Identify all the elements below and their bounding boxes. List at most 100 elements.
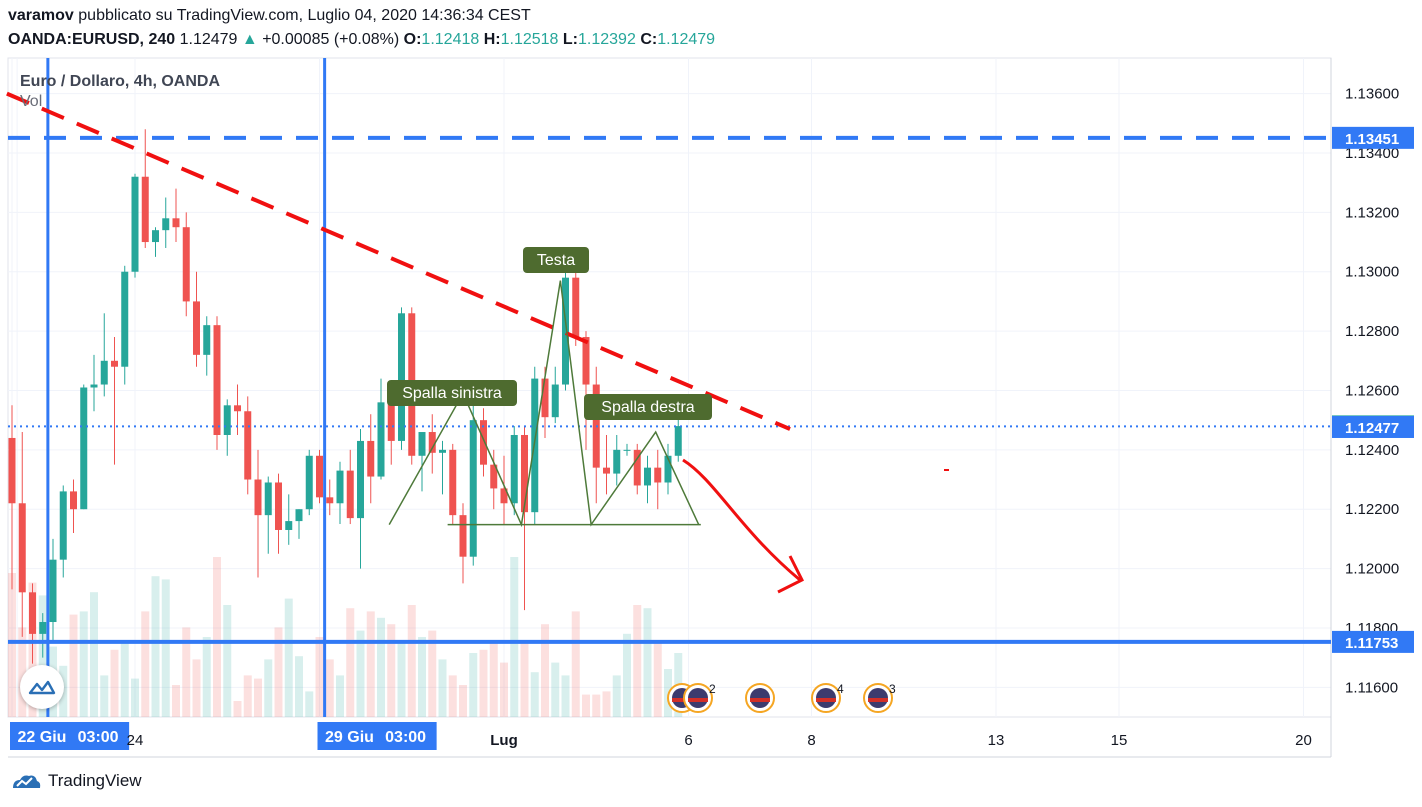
time-tag-bg: [374, 722, 437, 750]
price-tick: 1.12200: [1345, 501, 1399, 518]
volume-bar: [346, 608, 355, 717]
volume-bar: [612, 675, 621, 717]
volume-bar: [623, 633, 631, 717]
open-value: 1.12418: [421, 31, 480, 48]
volume-bar: [448, 675, 457, 717]
candle-body: [623, 449, 631, 451]
volume-bar: [325, 659, 334, 717]
event-count: 4: [837, 682, 844, 696]
arrow-head-icon: [777, 555, 805, 594]
candle-body: [203, 325, 211, 355]
volume-bar: [397, 643, 406, 717]
volume-bar: [254, 678, 262, 717]
volume-bar: [182, 627, 191, 717]
candle-body: [162, 218, 170, 231]
price-tick: 1.12800: [1345, 323, 1399, 340]
pattern-label-bg: [387, 380, 517, 406]
volume-bar: [582, 694, 590, 717]
tradingview-logo-icon: [13, 775, 41, 788]
candle-body: [346, 470, 354, 519]
candle-body: [8, 437, 16, 504]
candle-body: [654, 467, 662, 483]
volume-bar: [100, 675, 109, 717]
candle-body: [152, 230, 159, 243]
left-shoulder-label: Spalla sinistra: [402, 385, 502, 402]
candles: [8, 129, 682, 664]
candle-body: [80, 387, 88, 510]
event-count: 3: [889, 682, 896, 696]
candle-body: [295, 509, 303, 522]
volume-bar: [469, 653, 478, 717]
candle-body: [70, 491, 77, 510]
volume-bar: [141, 611, 150, 717]
close-value: 1.12479: [657, 31, 716, 48]
projection-arrow: [682, 458, 801, 582]
volume-bar: [233, 701, 242, 717]
volume-bar: [500, 662, 508, 717]
legend-title: Euro / Dollaro, 4h, OANDA: [20, 73, 221, 90]
price-tick: 1.13200: [1345, 204, 1399, 221]
volume-bar: [479, 649, 488, 717]
candle-body: [49, 559, 57, 623]
volume-bar: [407, 605, 416, 717]
volume-bar: [243, 675, 252, 717]
volume-bar: [592, 694, 601, 717]
time-tick: 6: [684, 732, 692, 749]
price-tag: 1.13451: [1345, 131, 1399, 148]
volume-bar: [438, 659, 447, 717]
pattern-label-bg: [584, 394, 712, 420]
price-tag-bg: [1332, 415, 1414, 438]
price-tick: 1.11600: [1345, 679, 1398, 696]
candle-body: [674, 426, 682, 456]
event-markers: 2243: [667, 682, 896, 713]
symbol-name: OANDA:EURUSD, 240: [8, 31, 176, 48]
up-triangle-icon: ▲: [241, 31, 258, 48]
volume-bar: [120, 640, 129, 717]
volume-bar: [202, 637, 211, 717]
volume-bar: [489, 640, 498, 717]
candle-body: [121, 271, 129, 367]
volume-bar: [90, 592, 98, 717]
open-label: O:: [403, 31, 422, 48]
author-name[interactable]: varamov: [8, 7, 74, 24]
symbol-info: OANDA:EURUSD, 240 1.12479 ▲ +0.00085 (+0…: [8, 31, 715, 49]
candle-body: [603, 467, 610, 474]
time-tick: 24: [127, 732, 144, 749]
candle-body: [336, 470, 344, 504]
flag-stripe: [688, 698, 708, 702]
price-tag-bg: [1332, 630, 1414, 653]
low-value: 1.12392: [578, 31, 636, 48]
candle-body: [428, 432, 436, 453]
volume-bar: [633, 605, 642, 717]
volume-bar: [172, 685, 180, 717]
candle-body: [398, 313, 405, 441]
candle-body: [418, 432, 426, 456]
time-tick: 15: [1111, 732, 1128, 749]
tradingview-logo-button[interactable]: [20, 665, 64, 709]
footer-brand[interactable]: TradingView: [10, 771, 142, 791]
flag-stripe: [868, 698, 888, 702]
candle-body: [305, 455, 313, 510]
price-tick: 1.12600: [1345, 382, 1399, 399]
legend-vol: Vol: [20, 93, 43, 110]
volume-bar: [551, 662, 560, 717]
price-tick: 1.13400: [1345, 145, 1399, 162]
candle-body: [357, 440, 364, 519]
volume-bar: [428, 630, 437, 717]
volume-bar: [213, 557, 221, 717]
high-label: H:: [483, 31, 501, 48]
head-label: Testa: [537, 252, 575, 269]
downtrend-line: [6, 91, 791, 431]
right-shoulder-label: Spalla destra: [601, 399, 694, 416]
candle-body: [131, 176, 139, 272]
price-tag: 1.11753: [1345, 635, 1398, 652]
candle-body: [562, 277, 569, 385]
volume-bar: [110, 649, 119, 717]
candle-body: [469, 420, 477, 557]
candle-body: [234, 405, 241, 412]
candle-body: [449, 449, 457, 516]
candle-body: [500, 488, 508, 504]
candle-body: [613, 449, 621, 474]
